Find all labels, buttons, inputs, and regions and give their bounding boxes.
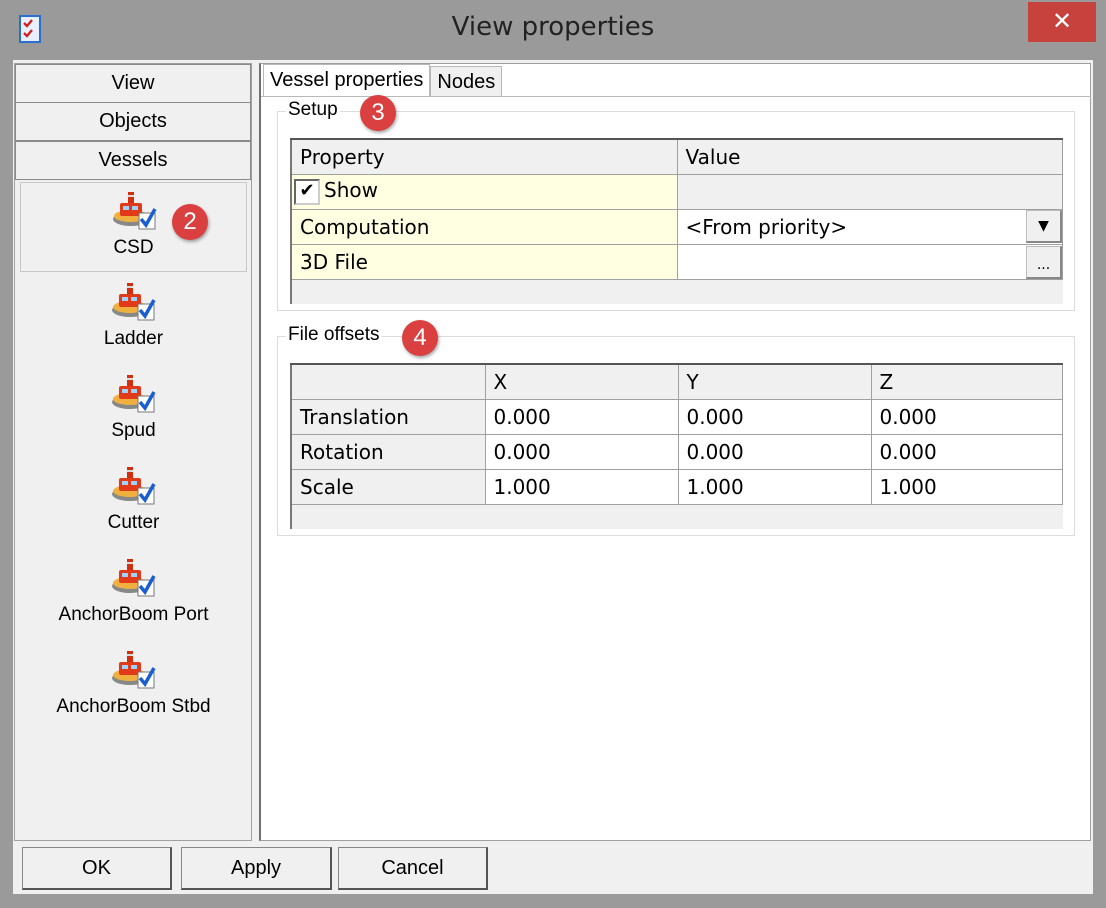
show-row: ✔ Show — [290, 173, 678, 210]
nav-vessels-button[interactable]: Vessels — [15, 141, 251, 180]
close-icon: ✕ — [1051, 8, 1073, 35]
vessel-item[interactable]: AnchorBoom Stbd — [20, 642, 247, 732]
header-property: Property — [290, 138, 678, 175]
setup-property-grid: Property Value ✔ Show Computation <From pri… — [290, 138, 1063, 304]
offset-cell[interactable]: 0.000 — [484, 433, 679, 470]
vessel-item[interactable]: AnchorBoom Port — [20, 550, 247, 640]
file-offsets-grid: X Y Z Translation 0.000 0.000 0.000 Rotation 0.0… — [290, 363, 1063, 529]
app-checklist-icon — [19, 15, 41, 43]
tab-strip: Vessel properties Nodes — [263, 64, 503, 97]
vessel-label: CSD — [113, 237, 154, 258]
dropdown-arrow-icon[interactable]: ▼ — [1026, 209, 1062, 243]
cancel-button[interactable]: Cancel — [338, 847, 488, 890]
ok-button[interactable]: OK — [22, 847, 172, 890]
row-label: Scale — [290, 468, 486, 505]
vessel-label: AnchorBoom Stbd — [56, 696, 211, 717]
offset-cell[interactable]: 0.000 — [484, 398, 679, 435]
file-offsets-group: File offsets 4 X Y Z Translation 0.000 0.000 0… — [277, 320, 1075, 536]
vessel-item[interactable]: CSD — [20, 182, 247, 272]
apply-button[interactable]: Apply — [181, 847, 332, 890]
vessel-item[interactable]: Spud — [20, 366, 247, 456]
table-row: Rotation 0.000 0.000 0.000 — [290, 433, 1063, 470]
offset-cell[interactable]: 0.000 — [870, 433, 1063, 470]
vessel-item[interactable]: Ladder — [20, 274, 247, 364]
properties-panel: Vessel properties Nodes Setup 3 Property… — [259, 63, 1091, 841]
computation-value: <From priority> — [685, 214, 848, 239]
close-button[interactable]: ✕ — [1028, 2, 1096, 42]
3d-file-field[interactable]: ... — [676, 243, 1063, 280]
tab-vessel-properties[interactable]: Vessel properties — [263, 64, 431, 97]
window-title: View properties — [451, 12, 655, 42]
offset-cell[interactable]: 0.000 — [677, 433, 872, 470]
offsets-header: X — [484, 363, 679, 400]
nav-view-button[interactable]: View — [15, 64, 251, 103]
vessel-label: Ladder — [103, 328, 164, 349]
callout-badge-4: 4 — [402, 320, 438, 356]
vessel-item[interactable]: Cutter — [20, 458, 247, 548]
table-row: Scale 1.000 1.000 1.000 — [290, 468, 1063, 505]
sidebar: View Objects Vessels CSD Ladder Spud Cutter… — [14, 63, 252, 841]
offset-cell[interactable]: 1.000 — [677, 468, 872, 505]
offsets-header: Z — [870, 363, 1063, 400]
setup-group: Setup 3 Property Value ✔ Show Computation <… — [277, 95, 1075, 311]
show-label: Show — [324, 178, 378, 203]
offset-cell[interactable]: 0.000 — [677, 398, 872, 435]
header-value: Value — [676, 138, 1063, 175]
computation-select[interactable]: <From priority> ▼ — [676, 208, 1063, 245]
file-offsets-title: File offsets — [286, 324, 382, 346]
vessel-label: Cutter — [107, 512, 160, 533]
offsets-header — [290, 363, 486, 400]
vessel-label: Spud — [111, 420, 156, 441]
vessel-label: AnchorBoom Port — [58, 604, 209, 625]
offset-cell[interactable]: 0.000 — [870, 398, 1063, 435]
callout-badge-3: 3 — [360, 95, 396, 131]
show-value — [676, 173, 1063, 210]
row-label: Rotation — [290, 433, 486, 470]
computation-label: Computation — [290, 208, 678, 245]
offset-cell[interactable]: 1.000 — [484, 468, 679, 505]
3d-file-label: 3D File — [290, 243, 678, 280]
nav-objects-button[interactable]: Objects — [15, 102, 251, 141]
table-row: Translation 0.000 0.000 0.000 — [290, 398, 1063, 435]
row-label: Translation — [290, 398, 486, 435]
setup-title: Setup — [286, 99, 340, 121]
callout-badge-2: 2 — [172, 204, 208, 240]
browse-button[interactable]: ... — [1026, 245, 1062, 279]
show-checkbox[interactable]: ✔ — [294, 178, 320, 205]
tab-nodes[interactable]: Nodes — [430, 66, 503, 97]
offsets-header: Y — [677, 363, 872, 400]
offset-cell[interactable]: 1.000 — [870, 468, 1063, 505]
